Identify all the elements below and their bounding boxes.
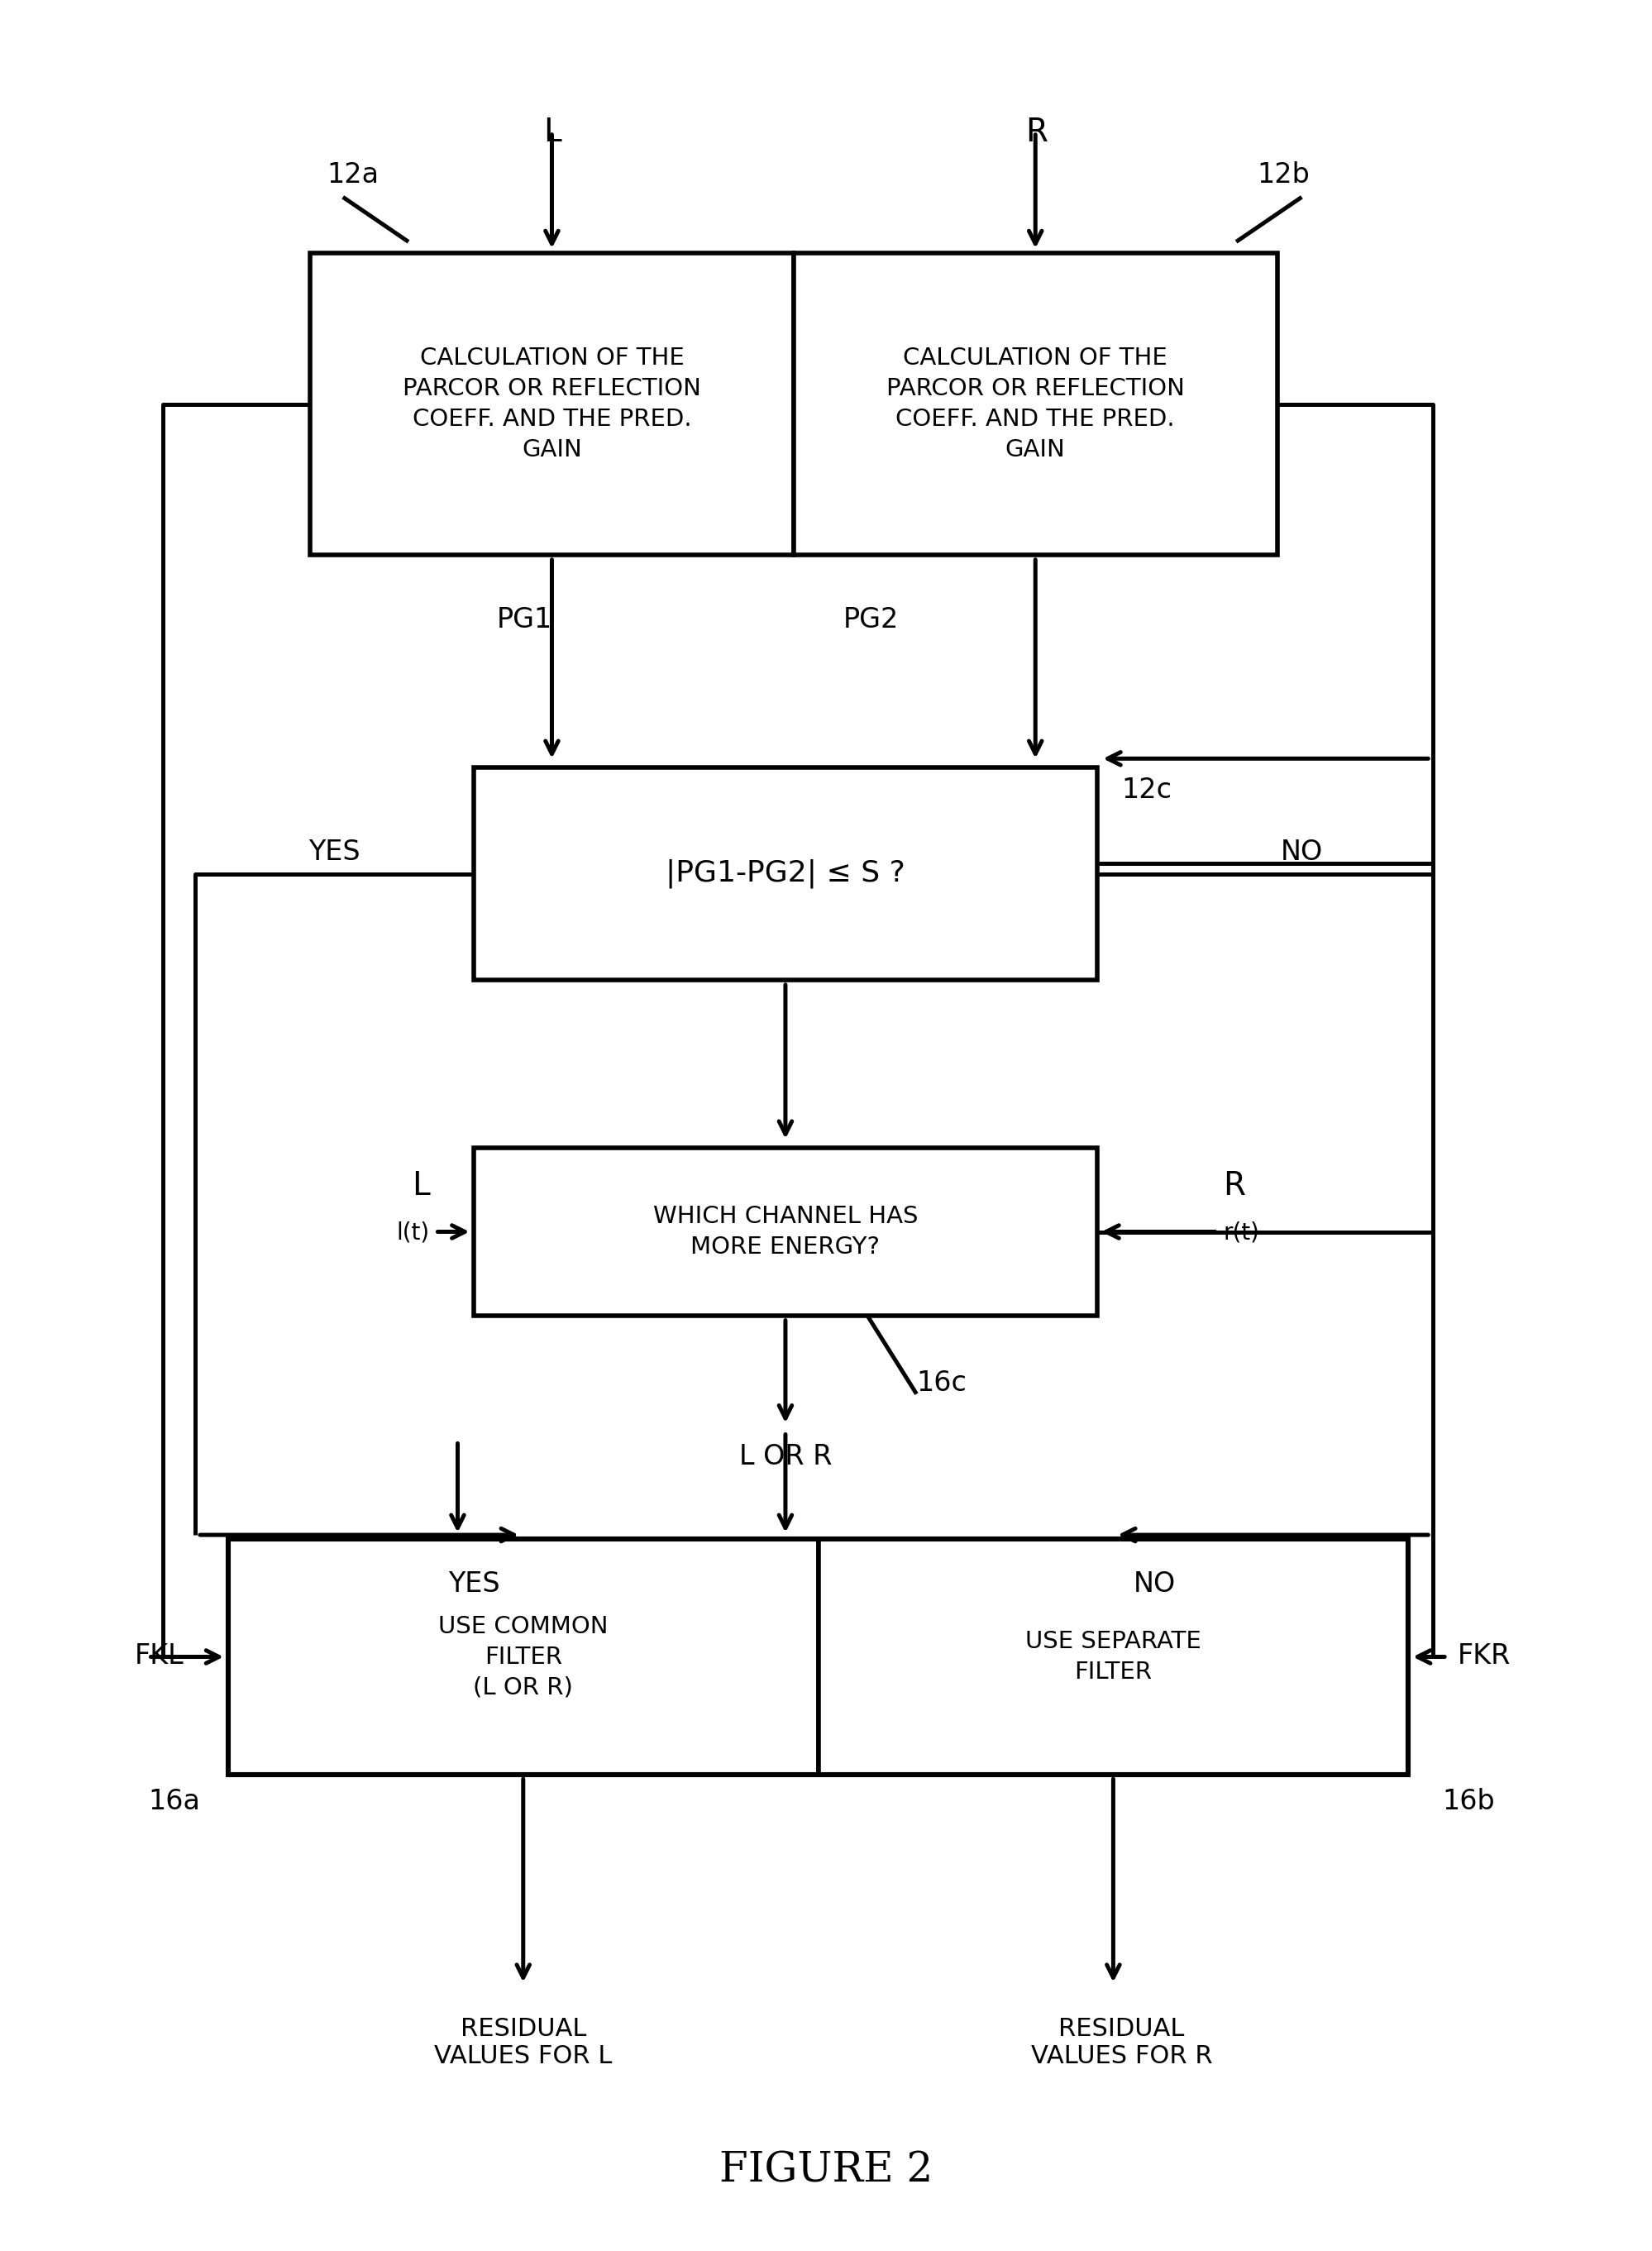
Text: USE SEPARATE
FILTER: USE SEPARATE FILTER xyxy=(1024,1630,1201,1684)
Text: WHICH CHANNEL HAS
MORE ENERGY?: WHICH CHANNEL HAS MORE ENERGY? xyxy=(653,1204,917,1258)
FancyBboxPatch shape xyxy=(228,1540,818,1774)
Text: 16c: 16c xyxy=(917,1369,966,1396)
Text: USE COMMON
FILTER
(L OR R): USE COMMON FILTER (L OR R) xyxy=(438,1614,608,1700)
FancyBboxPatch shape xyxy=(818,1540,1408,1774)
Text: 12a: 12a xyxy=(327,162,378,189)
Text: YES: YES xyxy=(309,840,360,867)
Text: L: L xyxy=(411,1171,430,1202)
Text: L: L xyxy=(544,117,562,149)
Text: FKR: FKR xyxy=(1457,1641,1510,1670)
Text: YES: YES xyxy=(448,1571,499,1598)
Text: l(t): l(t) xyxy=(396,1222,430,1245)
FancyBboxPatch shape xyxy=(474,1148,1097,1315)
Text: NO: NO xyxy=(1280,840,1322,867)
Text: FIGURE 2: FIGURE 2 xyxy=(719,2150,933,2190)
Text: L OR R: L OR R xyxy=(738,1443,831,1470)
Text: 16b: 16b xyxy=(1442,1787,1495,1814)
Text: 12c: 12c xyxy=(1120,777,1171,804)
Text: 12b: 12b xyxy=(1257,162,1310,189)
FancyBboxPatch shape xyxy=(311,252,793,556)
Text: RESIDUAL
VALUES FOR R: RESIDUAL VALUES FOR R xyxy=(1031,2017,1211,2069)
Text: NO: NO xyxy=(1133,1571,1175,1598)
Text: FKL: FKL xyxy=(134,1641,183,1670)
Text: |PG1-PG2| ≤ S ?: |PG1-PG2| ≤ S ? xyxy=(666,860,905,889)
Text: r(t): r(t) xyxy=(1222,1222,1259,1245)
Text: 16a: 16a xyxy=(149,1787,200,1814)
Text: RESIDUAL
VALUES FOR L: RESIDUAL VALUES FOR L xyxy=(434,2017,611,2069)
Text: CALCULATION OF THE
PARCOR OR REFLECTION
COEFF. AND THE PRED.
GAIN: CALCULATION OF THE PARCOR OR REFLECTION … xyxy=(885,347,1184,461)
Text: PG2: PG2 xyxy=(843,606,899,633)
Text: CALCULATION OF THE
PARCOR OR REFLECTION
COEFF. AND THE PRED.
GAIN: CALCULATION OF THE PARCOR OR REFLECTION … xyxy=(403,347,700,461)
FancyBboxPatch shape xyxy=(474,768,1097,979)
Text: R: R xyxy=(1024,117,1047,149)
FancyBboxPatch shape xyxy=(793,252,1277,556)
Text: R: R xyxy=(1222,1171,1244,1202)
Text: PG1: PG1 xyxy=(497,606,552,633)
